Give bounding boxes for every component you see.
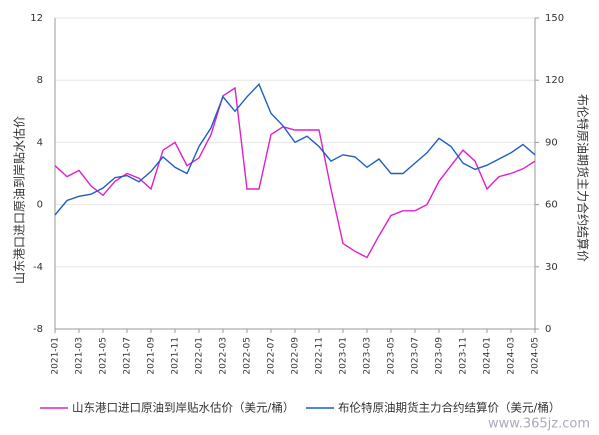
x-tick-label: 2021-01 — [51, 337, 61, 375]
x-tick-label: 2023-09 — [435, 337, 445, 375]
x-tick-label: 2021-11 — [171, 337, 181, 375]
x-tick-label: 2022-09 — [291, 337, 301, 375]
series-line — [54, 86, 536, 259]
y-tick-label: 0 — [37, 200, 43, 211]
legend-label: 布伦特原油期货主力合约结算价（美元/桶） — [338, 401, 560, 415]
y-axis-label: 山东港口进口原油到岸贴水估价 — [13, 116, 27, 284]
x-tick-label: 2021-03 — [75, 337, 85, 375]
x-tick-label: 2022-03 — [219, 337, 229, 375]
x-tick-label: 2022-01 — [195, 337, 205, 375]
y2-axis-label: 布伦特原油期货主力合约结算价 — [576, 94, 591, 262]
y2-tick-label: 150 — [545, 13, 564, 24]
y-tick-label: -4 — [33, 262, 43, 273]
x-tick-label: 2021-05 — [99, 337, 109, 375]
x-tick-label: 2022-05 — [243, 337, 253, 375]
watermark: www.365jz.com — [488, 417, 590, 432]
y2-tick-label: 0 — [545, 324, 551, 335]
y2-tick-label: 30 — [545, 262, 558, 273]
x-tick-label: 2023-11 — [459, 337, 469, 375]
legend-label: 山东港口进口原油到岸贴水估价（美元/桶） — [72, 401, 294, 415]
x-tick-label: 2023-03 — [363, 337, 373, 375]
y-tick-label: 4 — [37, 137, 43, 148]
y-tick-label: 12 — [30, 13, 43, 24]
x-tick-label: 2024-05 — [531, 337, 541, 375]
series-line — [54, 83, 536, 216]
y-tick-label: 8 — [37, 75, 43, 86]
x-tick-label: 2024-01 — [483, 337, 493, 375]
x-tick-label: 2024-03 — [507, 337, 517, 375]
x-tick-label: 2023-05 — [387, 337, 397, 375]
x-tick-label: 2022-07 — [267, 337, 277, 375]
y2-tick-label: 60 — [545, 200, 558, 211]
y-tick-label: -8 — [33, 324, 43, 335]
x-tick-label: 2023-07 — [411, 337, 421, 375]
x-tick-label: 2021-07 — [123, 337, 133, 375]
y2-tick-label: 90 — [545, 137, 558, 148]
y2-tick-label: 120 — [545, 75, 564, 86]
x-tick-label: 2022-11 — [315, 337, 325, 375]
x-tick-label: 2023-01 — [339, 337, 349, 375]
x-tick-label: 2021-09 — [147, 337, 157, 375]
